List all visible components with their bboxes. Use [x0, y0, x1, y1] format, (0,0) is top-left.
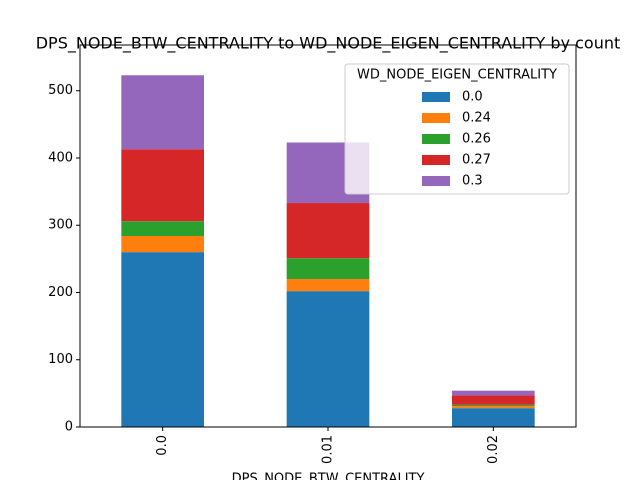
bar-segment: [121, 236, 204, 253]
bar-segment: [121, 75, 204, 150]
y-tick-label: 400: [48, 150, 73, 165]
bar-segment: [452, 395, 535, 405]
legend-swatch: [422, 92, 450, 102]
axes-frame: [79, 44, 577, 428]
legend-swatch: [422, 134, 450, 144]
x-tick-label: 0.01: [321, 435, 336, 464]
bar-segment: [286, 258, 370, 280]
legend-label: 0.24: [462, 111, 491, 126]
bar-segment: [121, 252, 204, 427]
bar-segment: [452, 404, 535, 407]
y-tick-label: 300: [48, 218, 73, 233]
y-tick-label: 500: [48, 83, 73, 98]
x-axis-label: DPS_NODE_BTW_CENTRALITY: [232, 472, 425, 480]
y-tick-label: 100: [48, 352, 73, 367]
legend-box: [344, 63, 570, 195]
bar-segment: [121, 149, 204, 222]
legend-swatch: [422, 113, 450, 123]
chart-title: DPS_NODE_BTW_CENTRALITY to WD_NODE_EIGEN…: [36, 34, 621, 54]
bar-segment: [286, 291, 370, 427]
bar-segment: [452, 408, 535, 427]
legend-swatch: [422, 176, 450, 186]
legend-label: 0.27: [462, 153, 491, 168]
legend-label: 0.26: [462, 132, 491, 147]
legend-swatch: [422, 155, 450, 165]
bar-segment: [452, 390, 535, 396]
bar-segment: [286, 203, 370, 259]
legend-title: WD_NODE_EIGEN_CENTRALITY: [357, 68, 557, 83]
y-tick-label: 0: [65, 420, 73, 435]
y-tick-label: 200: [48, 285, 73, 300]
bar-segment: [452, 406, 535, 409]
legend-label: 0.0: [462, 90, 483, 105]
bar-segment: [121, 221, 204, 236]
x-tick-label: 0.02: [486, 435, 501, 464]
legend: WD_NODE_EIGEN_CENTRALITY 0.0 0.24 0.26 0.27 0…: [344, 63, 570, 195]
bar-segment: [286, 279, 370, 292]
legend-label: 0.3: [462, 174, 483, 189]
x-tick-label: 0.0: [155, 435, 170, 456]
